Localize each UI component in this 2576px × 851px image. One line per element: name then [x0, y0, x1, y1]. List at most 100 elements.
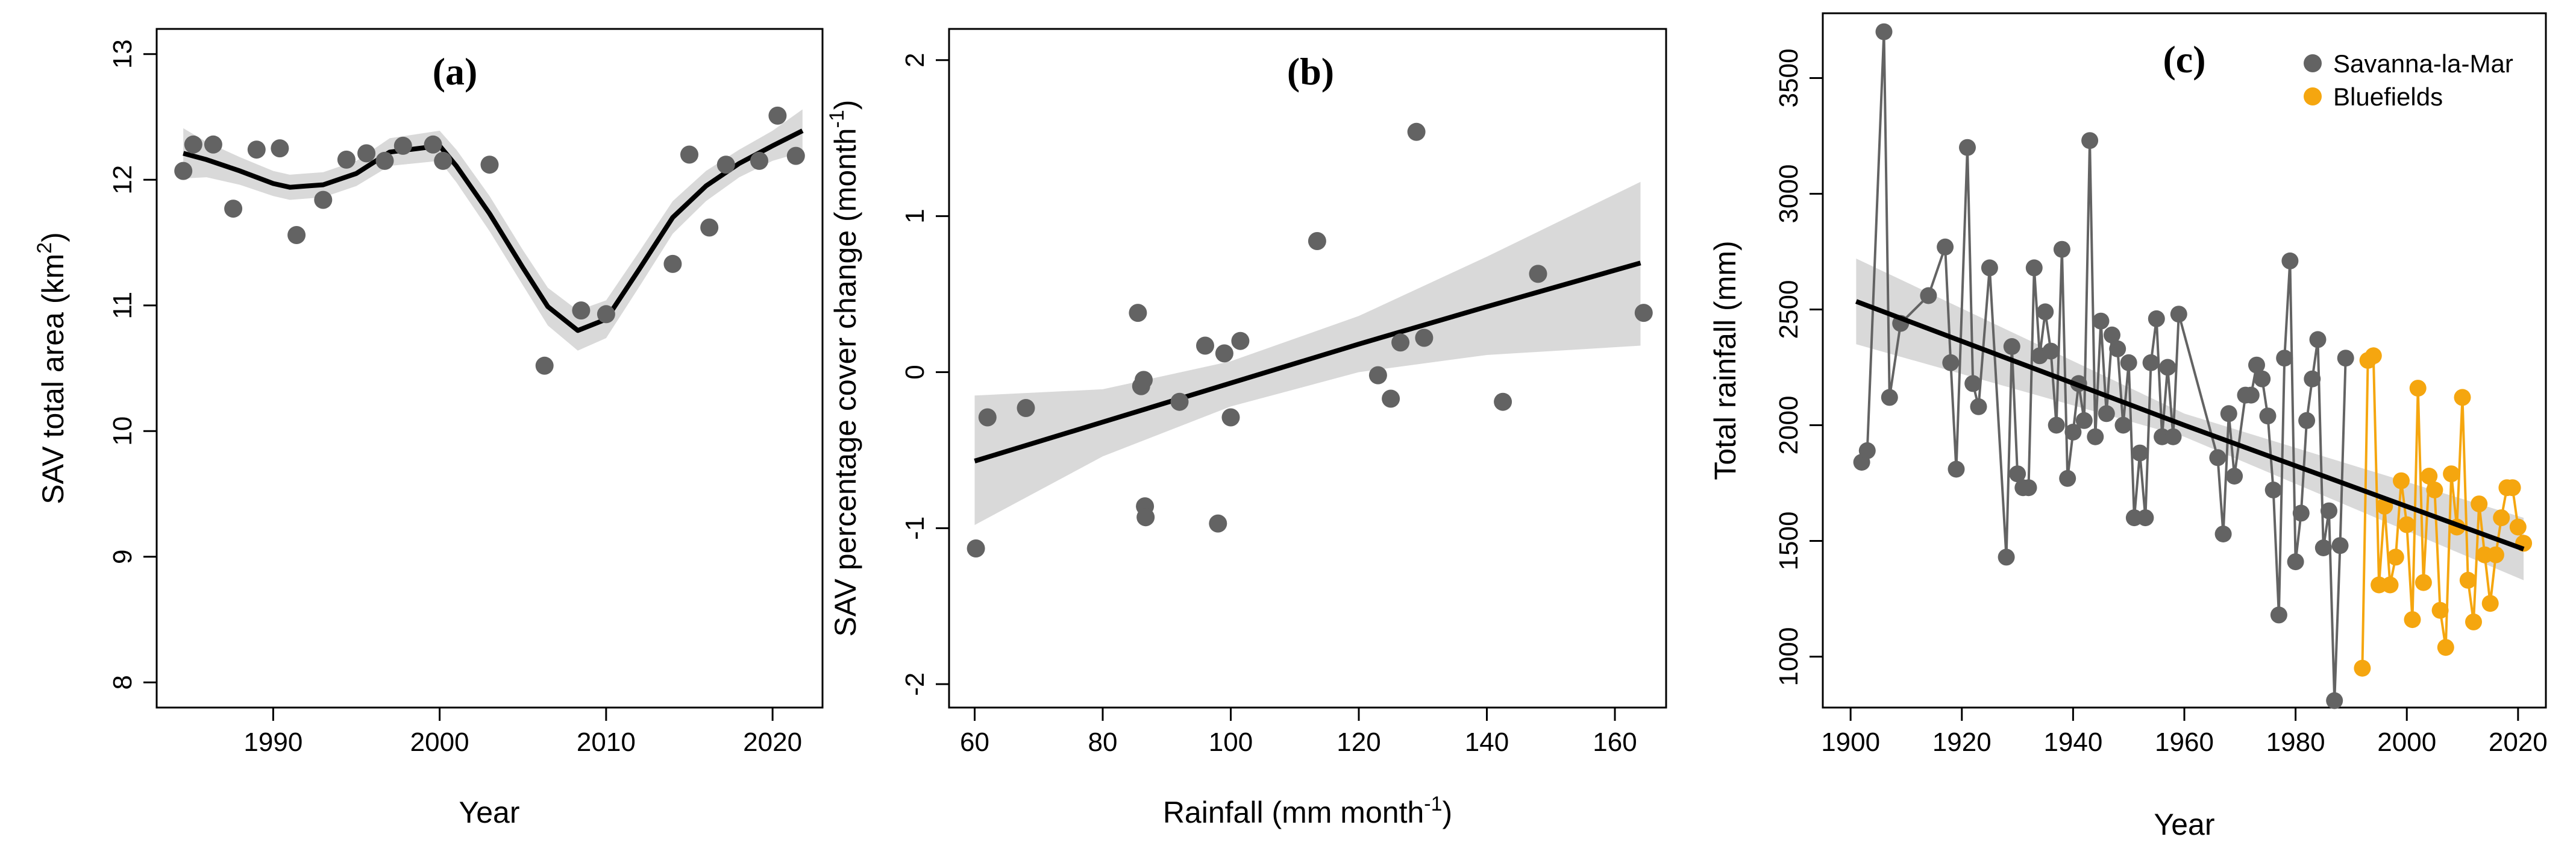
panel-c-x-tick-label-2000: 2000 [2377, 727, 2436, 757]
panel-a-y-axis: 8 9 10 11 12 13 [108, 39, 157, 690]
panel-a-data-point [224, 199, 243, 218]
panel-c-data-point-savanna-la-mar [2259, 407, 2277, 425]
panel-c-data-point-savanna-la-mar [2292, 504, 2310, 522]
panel-c-x-axis: 1900 1920 1940 1960 1980 2000 2020 [1821, 708, 2548, 757]
panel-c-data-point-savanna-la-mar [1937, 238, 1954, 256]
panel-b-x-axis-title: Rainfall (mm month-1) [1163, 793, 1452, 829]
panel-a-fit-layer [183, 128, 804, 333]
panel-a-y-tick-label-10: 10 [108, 416, 137, 446]
panel-c-data-point-bluefields [2487, 546, 2504, 564]
panel-c-data-point-bluefields [2354, 659, 2371, 677]
panel-c-x-tick-label-2020: 2020 [2489, 727, 2548, 757]
panel-b-y-axis: -2 -1 0 1 2 [900, 53, 949, 696]
panel-b-x-tick-label-140: 140 [1465, 727, 1509, 757]
panel-b-x-axis-title-superscript: -1 [1424, 793, 1442, 815]
panel-c-fit-layer [1855, 299, 2525, 551]
panel-c-y-tick-label-1000: 1000 [1774, 627, 1804, 686]
panel-c-data-point-savanna-la-mar [2164, 428, 2182, 445]
panel-c-data-point-bluefields [2454, 389, 2471, 406]
panel-c-data-point-savanna-la-mar [2042, 342, 2060, 360]
legend-marker-bluefields [2304, 87, 2322, 105]
panel-b-data-point [1391, 333, 1410, 352]
panel-c-data-point-savanna-la-mar [2321, 502, 2337, 520]
panel-a: 1990 2000 2010 2020 8 9 10 11 12 13 (a) Year SAV… [33, 28, 824, 829]
panel-c-data-point-savanna-la-mar [2120, 354, 2137, 371]
panel-c-data-point-savanna-la-mar [2159, 359, 2176, 376]
panel-a-fit-line [183, 128, 804, 333]
panel-b-x-tick-label-120: 120 [1337, 727, 1380, 757]
panel-b-points-layer [967, 122, 1653, 557]
panel-b-y-tick-label--2: -2 [900, 673, 930, 696]
panel-b-confidence-band [974, 181, 1641, 526]
panel-c-series-lines-layer [1860, 30, 2525, 702]
panel-a-y-axis-title-close: ) [36, 232, 70, 242]
panel-c-data-point-bluefields [2509, 518, 2527, 536]
panel-c-data-point-bluefields [2381, 576, 2399, 594]
panel-c-data-point-savanna-la-mar [1948, 460, 1965, 478]
panel-b-data-point [967, 539, 985, 557]
panel-a-y-tick-label-12: 12 [108, 165, 137, 195]
panel-c-x-tick-label-1960: 1960 [2155, 727, 2214, 757]
panel-c-data-point-savanna-la-mar [2326, 692, 2343, 709]
panel-a-x-axis: 1990 2000 2010 2020 [243, 708, 802, 757]
panel-c-data-point-bluefields [2504, 479, 2521, 497]
panel-a-data-point [424, 135, 442, 154]
panel-a-points-layer [174, 106, 805, 375]
panel-c-data-point-savanna-la-mar [2276, 350, 2293, 367]
legend-label-savanna-la-mar: Savanna-la-Mar [2333, 49, 2513, 78]
panel-c-data-point-savanna-la-mar [2331, 537, 2349, 554]
panel-c-x-tick-label-1920: 1920 [1932, 727, 1992, 757]
panel-a-data-point [680, 145, 698, 164]
panel-a-data-point [786, 146, 805, 165]
panel-c-data-point-bluefields [2387, 548, 2404, 566]
panel-c-data-point-savanna-la-mar [2081, 132, 2099, 149]
panel-a-data-point [535, 356, 554, 375]
panel-b-y-tick-label-2: 2 [900, 53, 930, 68]
panel-c-data-point-savanna-la-mar [1970, 398, 1987, 415]
panel-c-data-point-savanna-la-mar [2314, 539, 2332, 556]
panel-c-data-point-bluefields [2364, 347, 2382, 365]
panel-c-x-tick-label-1900: 1900 [1821, 727, 1880, 757]
panel-a-data-point [434, 151, 453, 170]
panel-a-data-point [271, 139, 289, 158]
panel-a-x-axis-title: Year [459, 796, 519, 829]
panel-b-x-tick-label-160: 160 [1593, 727, 1637, 757]
panel-c-data-point-savanna-la-mar [2137, 509, 2154, 527]
panel-a-data-point [572, 301, 591, 320]
panel-a-label: (a) [433, 50, 478, 93]
panel-b-y-tick-label-1: 1 [900, 209, 930, 223]
panel-c-data-point-savanna-la-mar [2281, 252, 2299, 269]
panel-b-data-point [1308, 232, 1326, 250]
panel-c-data-point-savanna-la-mar [2025, 259, 2043, 277]
panel-c-data-point-savanna-la-mar [2242, 386, 2260, 404]
panel-c-fit-line [1855, 299, 2525, 551]
panel-a-y-tick-label-13: 13 [108, 39, 137, 69]
panel-c-data-point-savanna-la-mar [2337, 350, 2354, 367]
panel-c-data-point-savanna-la-mar [2309, 331, 2327, 348]
panel-b-data-point [1215, 344, 1233, 363]
panel-c-data-point-savanna-la-mar [2048, 416, 2065, 434]
panel-c-data-point-bluefields [2415, 574, 2432, 591]
panel-c-data-point-bluefields [2471, 495, 2488, 513]
panel-b-x-tick-label-100: 100 [1209, 727, 1253, 757]
panel-c-data-point-savanna-la-mar [2298, 412, 2316, 429]
panel-c-data-point-savanna-la-mar [1998, 548, 2015, 566]
panel-a-data-point [768, 106, 787, 125]
panel-a-data-point [663, 254, 682, 273]
panel-b-x-axis: 60 80 100 120 140 160 [960, 708, 1637, 757]
panel-c-data-point-savanna-la-mar [1964, 375, 1982, 392]
panel-b-data-point [1209, 514, 1227, 533]
panel-c-data-point-savanna-la-mar [2092, 312, 2110, 330]
panel-c-data-point-bluefields [2493, 509, 2510, 527]
legend-label-bluefields: Bluefields [2333, 83, 2443, 111]
panel-b-data-point [1221, 408, 1240, 427]
panel-c-data-point-bluefields [2431, 601, 2449, 619]
panel-c-confidence-band-layer [1856, 259, 2524, 580]
panel-c-data-point-savanna-la-mar [1981, 259, 1998, 277]
panel-b-data-point [1129, 304, 1147, 322]
panel-b-x-axis-title-close: ) [1443, 796, 1453, 829]
panel-a-data-point [287, 226, 306, 244]
panel-b-data-point [1494, 392, 1512, 411]
panel-a-data-point [700, 218, 719, 237]
panel-b-data-point [1136, 508, 1155, 527]
